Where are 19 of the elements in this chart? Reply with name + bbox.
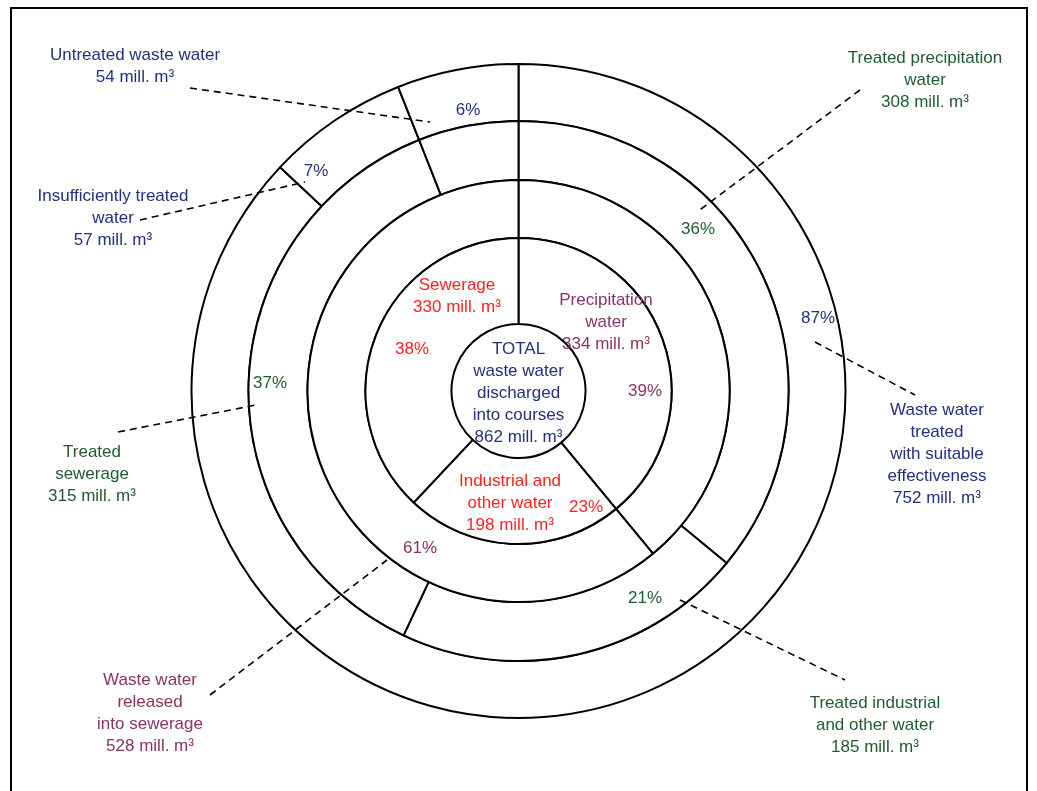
data-label: 36% xyxy=(680,218,716,238)
data-label: 23% xyxy=(568,496,604,516)
slice-label: Treated industrial and other water 185 mill. m³ xyxy=(809,692,941,756)
data-label: 61% xyxy=(402,537,438,557)
data-label: 39% xyxy=(627,380,663,400)
data-label: 37% xyxy=(252,372,288,392)
data-label: 38% xyxy=(394,338,430,358)
data-label: 21% xyxy=(627,587,663,607)
slice-label: Waste water released into sewerage 528 mill. m³ xyxy=(97,669,203,755)
data-label: 6% xyxy=(455,99,481,119)
data-label: 87% xyxy=(800,307,836,327)
data-label: 7% xyxy=(303,160,329,180)
slice-label: Sewerage 330 mill. m³ xyxy=(413,274,502,316)
slice-label: Treated sewerage 315 mill. m³ xyxy=(48,441,137,505)
slice-label: Waste water treated with suitable effectiveness 752 mill. m³ xyxy=(887,399,987,507)
slice-label: Insufficiently treated water 57 mill. m³ xyxy=(37,185,189,249)
slice-label: Treated precipitation water 308 mill. m³ xyxy=(847,47,1003,111)
slice-label: Industrial and other water 198 mill. m³ xyxy=(458,470,562,534)
slice-label: Untreated waste water 54 mill. m³ xyxy=(49,44,221,86)
